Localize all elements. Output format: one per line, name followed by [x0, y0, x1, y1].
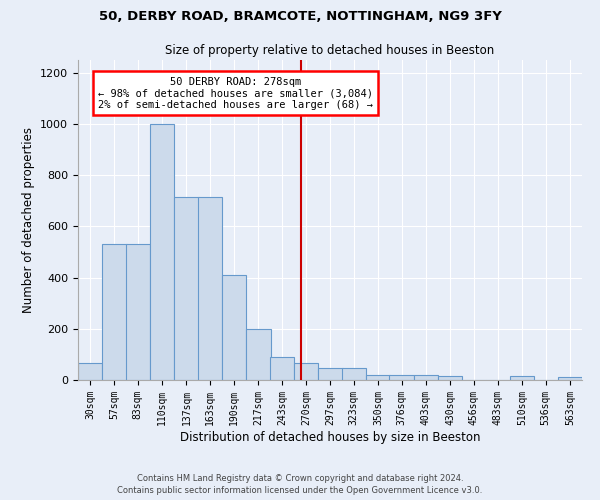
Bar [150, 124, 175, 380]
Bar [389, 375, 414, 380]
Bar [438, 376, 463, 380]
Y-axis label: Number of detached properties: Number of detached properties [22, 127, 35, 313]
Bar [366, 375, 391, 380]
Text: 50, DERBY ROAD, BRAMCOTE, NOTTINGHAM, NG9 3FY: 50, DERBY ROAD, BRAMCOTE, NOTTINGHAM, NG… [98, 10, 502, 23]
Bar [270, 357, 294, 380]
Bar [342, 368, 366, 380]
Bar [198, 197, 222, 380]
Bar [319, 368, 343, 380]
Title: Size of property relative to detached houses in Beeston: Size of property relative to detached ho… [166, 44, 494, 58]
Bar [175, 197, 199, 380]
Bar [414, 375, 438, 380]
Bar [126, 244, 150, 380]
Text: 50 DERBY ROAD: 278sqm
← 98% of detached houses are smaller (3,084)
2% of semi-de: 50 DERBY ROAD: 278sqm ← 98% of detached … [98, 76, 373, 110]
Bar [247, 329, 271, 380]
Bar [510, 376, 534, 380]
Bar [103, 244, 127, 380]
Text: Contains HM Land Registry data © Crown copyright and database right 2024.
Contai: Contains HM Land Registry data © Crown c… [118, 474, 482, 495]
Bar [78, 364, 102, 380]
X-axis label: Distribution of detached houses by size in Beeston: Distribution of detached houses by size … [180, 430, 480, 444]
Bar [294, 364, 319, 380]
Bar [222, 275, 247, 380]
Bar [558, 378, 582, 380]
